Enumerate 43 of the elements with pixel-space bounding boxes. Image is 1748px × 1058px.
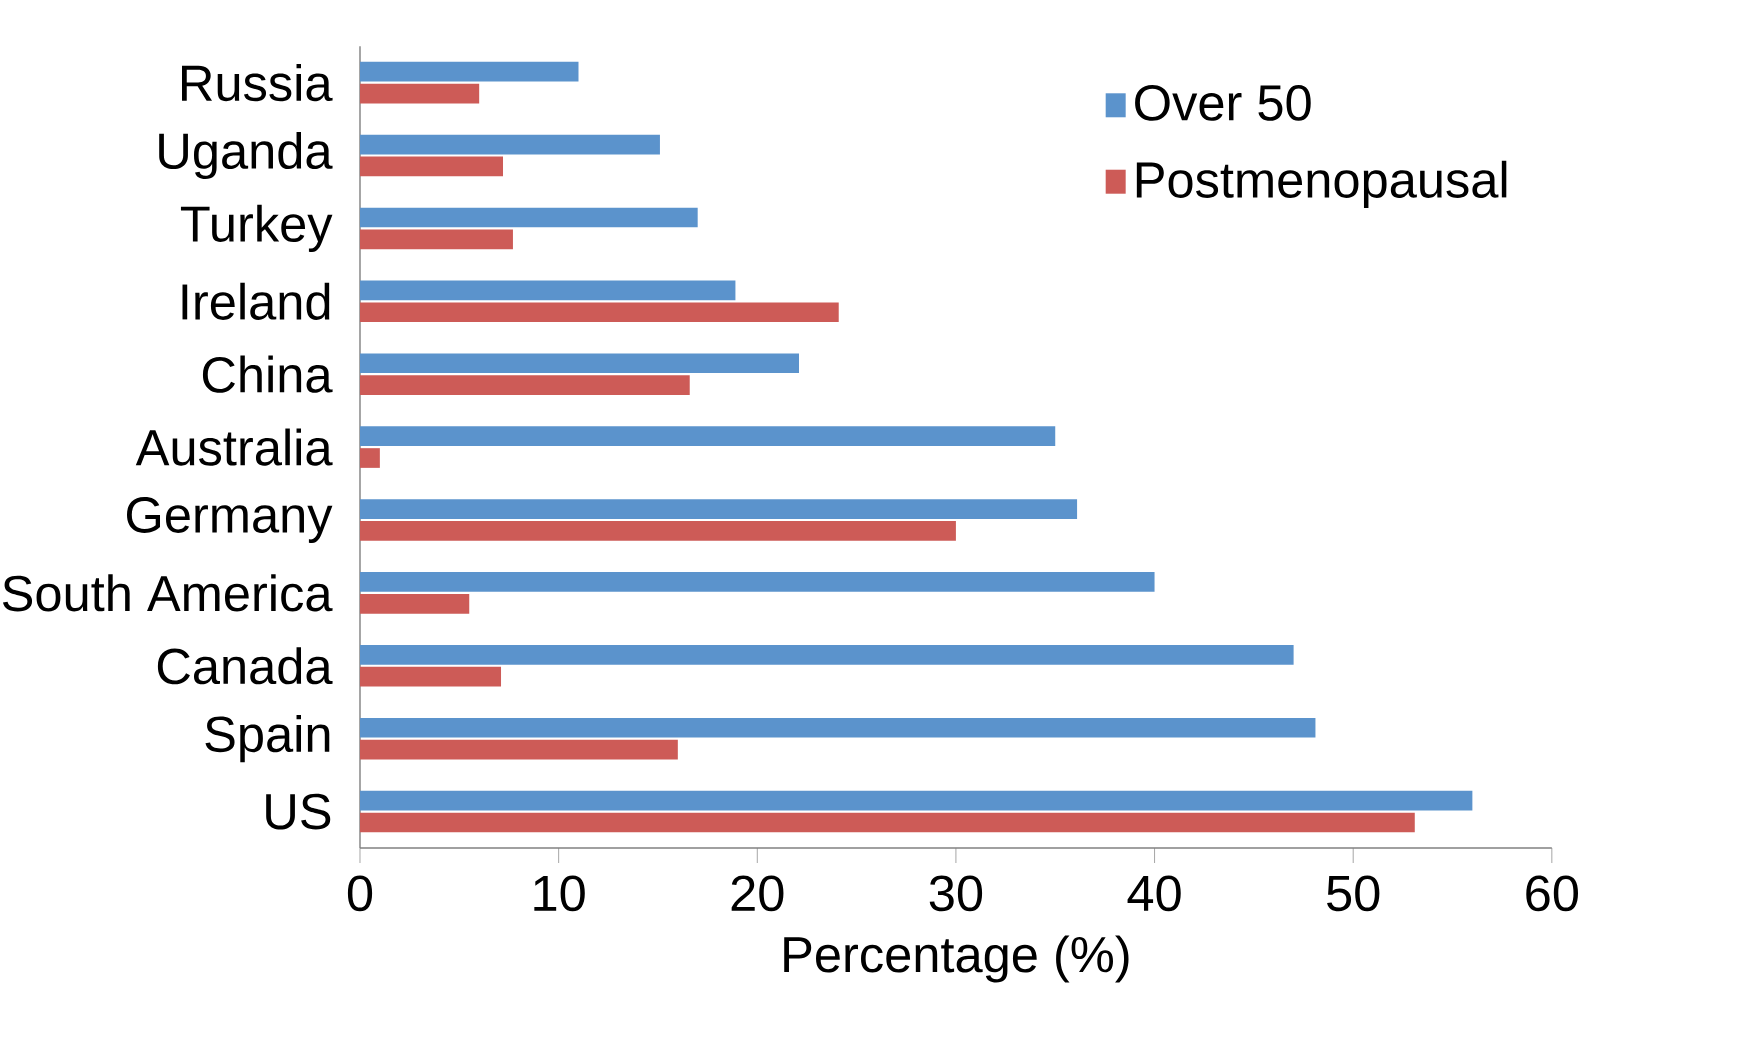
x-tick-label: 50 — [1327, 875, 1380, 912]
y-tick-label: Australia — [135, 428, 333, 466]
bar — [360, 790, 1473, 811]
y-tick-label: South America — [2, 574, 333, 612]
x-tick-label: 60 — [1526, 875, 1579, 912]
x-axis-title: Percentage (%) — [784, 935, 1129, 983]
bar — [360, 572, 1155, 592]
x-tick-label: 0 — [347, 875, 373, 912]
bar — [360, 280, 736, 301]
bar — [360, 229, 513, 250]
legend-label: Over 50 — [1135, 84, 1311, 121]
bar — [360, 353, 799, 374]
bar — [360, 134, 660, 155]
bar — [360, 448, 380, 468]
y-tick-label: Uganda — [159, 131, 333, 180]
x-tick-label: 30 — [929, 875, 983, 912]
bar — [360, 812, 1415, 833]
bar — [360, 644, 1294, 665]
bar — [360, 717, 1316, 738]
y-tick-label: Canada — [157, 647, 333, 685]
bar — [360, 521, 956, 541]
y-tick-label: Turkey — [180, 204, 333, 253]
bar — [360, 61, 579, 82]
bar — [360, 593, 470, 614]
bar — [360, 375, 690, 395]
bar — [360, 499, 1078, 519]
bar — [360, 302, 839, 323]
x-tick-label: 10 — [534, 875, 585, 912]
y-tick-label: Russia — [182, 64, 333, 102]
bar — [360, 207, 698, 228]
bar — [360, 666, 502, 687]
y-tick-label: Spain — [205, 715, 330, 763]
legend-label: Postmenopausal — [1136, 160, 1507, 208]
y-tick-label: Ireland — [182, 282, 330, 320]
y-tick-label: US — [266, 793, 331, 830]
y-tick-label: China — [202, 355, 333, 393]
x-tick-label: 20 — [731, 875, 784, 912]
bar — [360, 426, 1056, 446]
bar — [360, 83, 480, 104]
y-tick-label: Germany — [126, 497, 333, 543]
x-tick-label: 40 — [1127, 875, 1181, 912]
bar — [360, 156, 504, 177]
bar — [360, 739, 678, 760]
